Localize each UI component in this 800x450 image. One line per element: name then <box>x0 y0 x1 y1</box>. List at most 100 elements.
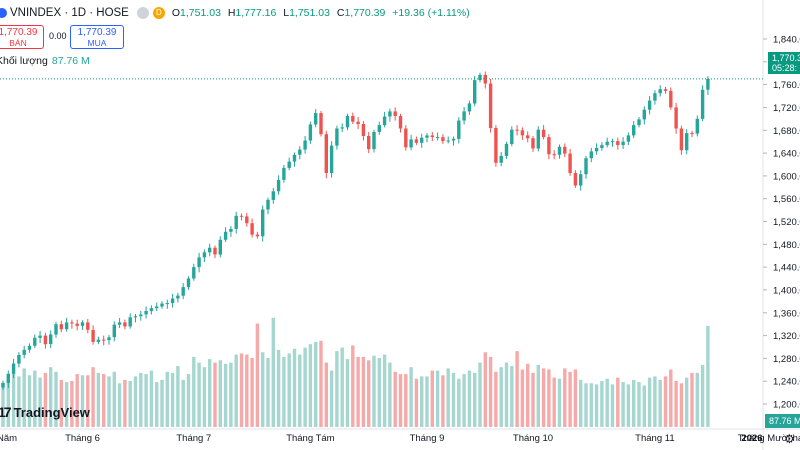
candle-body <box>49 334 53 345</box>
candle-body <box>589 151 593 159</box>
time-axis-label: Tháng 10 <box>513 433 553 444</box>
volume-bar <box>155 382 159 427</box>
candle-body <box>425 135 429 138</box>
candle-body <box>420 137 424 143</box>
last-price-label: 1,770.39 05:28: <box>768 52 800 74</box>
time-axis-label: Tháng Tám <box>286 433 334 444</box>
symbol-title[interactable]: VNINDEX · 1D · HOSE <box>10 7 129 19</box>
price-tick-label: 1,840.00 <box>773 35 800 46</box>
candle-body <box>11 363 16 374</box>
tradingview-logo-icon: 17 <box>0 404 12 420</box>
volume-bar <box>483 352 487 428</box>
volume-bar <box>1 383 5 427</box>
time-axis[interactable]: Năm Tháng 6 Tháng 7 Tháng Tám Tháng 9 Tháng 1… <box>0 433 800 444</box>
candle-body <box>308 124 313 141</box>
candle-body <box>483 74 487 84</box>
candle-body <box>663 89 668 91</box>
delayed-data-badge[interactable]: D <box>152 7 165 19</box>
time-axis-label: Tháng 9 <box>410 433 445 444</box>
volume-bar <box>298 354 302 427</box>
candle-body <box>271 191 275 200</box>
price-tick-label: 1,680.00 <box>773 126 800 137</box>
volume-bar <box>308 344 313 427</box>
volume-bar <box>388 362 392 427</box>
volume-bar <box>170 372 175 427</box>
volume-bar <box>250 358 254 427</box>
time-axis-label: Tháng 6 <box>65 433 100 444</box>
volume-bar <box>144 374 148 427</box>
volume-bar <box>653 376 657 427</box>
price-tick-label: 1,480.00 <box>773 240 800 251</box>
volume-tag: 87.76 M <box>765 414 800 428</box>
candle-body <box>202 252 207 258</box>
volume-bar <box>669 369 673 427</box>
volume-bar <box>594 384 599 427</box>
high-label: H <box>227 7 236 19</box>
volume-bar <box>112 371 116 427</box>
candle-body <box>462 111 466 121</box>
bar-countdown: 05:28: <box>772 63 798 73</box>
volume-bar <box>351 345 355 427</box>
candle-body <box>64 322 69 330</box>
volume-legend-value: 87.76 M <box>51 55 90 67</box>
volume-bar <box>356 356 360 427</box>
volume-bar <box>192 356 196 427</box>
last-price-value: 1,770.39 <box>772 53 800 63</box>
sell-button[interactable]: 1,770.39 BÁN <box>0 25 44 49</box>
volume-bar <box>91 367 95 427</box>
candle-body <box>112 324 116 338</box>
open-value: 1,751.03 <box>180 7 221 19</box>
candle-body <box>605 141 609 146</box>
candle-body <box>499 155 503 163</box>
candle-body <box>642 109 646 120</box>
open-label: O <box>171 7 181 19</box>
price-tick-label: 1,320.00 <box>773 331 800 342</box>
volume-bar <box>70 381 74 427</box>
candle-body <box>526 135 530 139</box>
candle-body <box>504 143 509 156</box>
volume-bar <box>218 360 222 427</box>
candle-body <box>208 247 212 253</box>
close-label: C <box>336 7 345 19</box>
volume-bar <box>520 369 525 427</box>
buy-button[interactable]: 1,770.39 MUA <box>70 25 124 49</box>
volume-bar <box>446 368 450 427</box>
volume-bar <box>133 376 138 427</box>
volume-bar <box>510 366 514 427</box>
candle-body <box>600 145 604 148</box>
volume-legend[interactable]: Khối lượng 87.76 M <box>0 55 90 67</box>
volume-legend-label: Khối lượng <box>0 55 48 67</box>
tradingview-logo[interactable]: 17 TradingView <box>0 404 90 420</box>
candle-body <box>536 129 540 149</box>
candle-body <box>367 136 371 150</box>
volume-bar <box>393 371 397 427</box>
high-value: 1,777.16 <box>235 7 277 19</box>
volume-bar <box>86 375 90 427</box>
price-axis[interactable]: 1,200.00 1,240.00 1,280.00 1,320.00 1,360.00… <box>763 35 800 411</box>
price-tick-label: 1,720.00 <box>773 103 800 114</box>
price-tick-label: 1,760.00 <box>773 80 800 91</box>
time-axis-label: 2026 <box>741 433 762 444</box>
candle-body <box>213 247 217 255</box>
candle-body <box>547 137 551 155</box>
candle-body <box>414 139 419 143</box>
price-tick-label: 1,560.00 <box>773 194 800 205</box>
volume-bar <box>287 353 291 427</box>
volume-bar <box>610 384 615 427</box>
price-tick-label: 1,440.00 <box>773 263 800 274</box>
candle-body <box>356 121 360 124</box>
candle-body <box>43 335 48 345</box>
candle-body <box>488 83 493 128</box>
candle-body <box>314 113 318 125</box>
settings-gear-icon[interactable]: ⚙ <box>784 432 795 446</box>
candle-body <box>234 215 238 229</box>
candle-body <box>616 141 620 146</box>
volume-bar <box>160 379 164 427</box>
volume-bar <box>473 372 477 427</box>
volume-bar <box>621 382 625 427</box>
candle-body <box>186 278 191 288</box>
candle-body <box>102 339 106 341</box>
candle-body <box>59 324 63 330</box>
candle-body <box>579 174 583 186</box>
